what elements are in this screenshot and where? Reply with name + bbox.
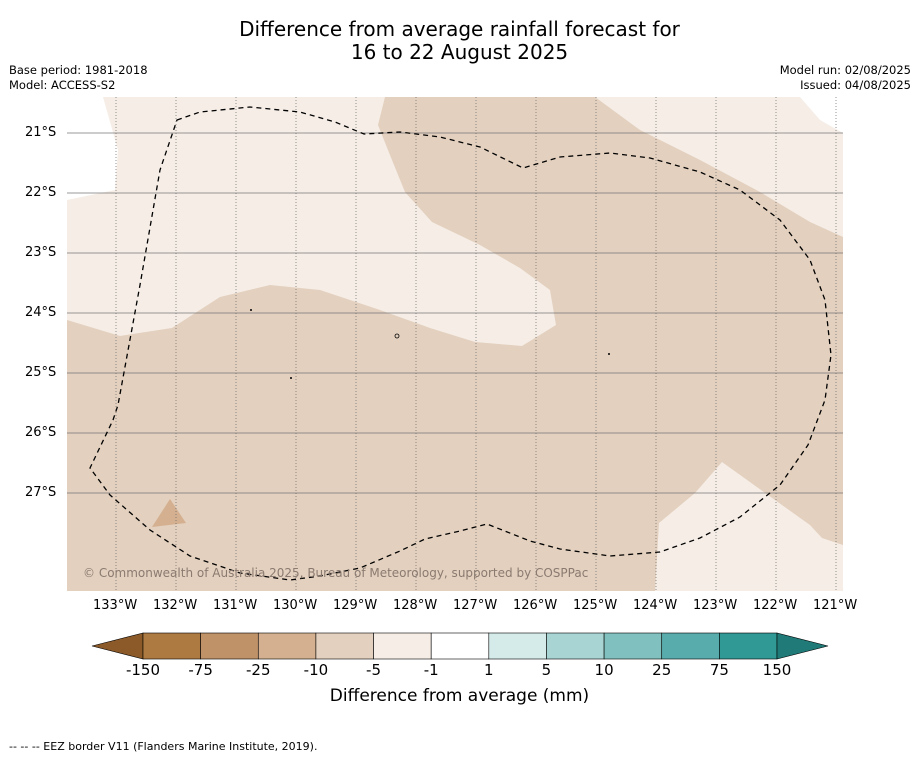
white-corner-area: [800, 97, 843, 133]
colorbar-over-arrow: [776, 632, 829, 660]
colorbar-tick-label: 1: [484, 661, 494, 679]
colorbar-tick-label: -25: [246, 661, 271, 679]
island-marker: [290, 377, 292, 379]
colorbar-segment: [546, 632, 605, 660]
colorbar-tick-label: 75: [709, 661, 729, 679]
model-text: Model: ACCESS-S2: [9, 78, 116, 92]
title-line-2: 16 to 22 August 2025: [350, 40, 569, 64]
eez-border: [89, 106, 832, 581]
lon-tick-label: 127°W: [453, 598, 498, 613]
metadata-right: Model run: 02/08/2025 Issued: 04/08/2025: [780, 63, 911, 93]
colorbar-segment: [603, 632, 663, 660]
colorbar-tick-label: -75: [188, 661, 213, 679]
colorbar-tick-label: -1: [423, 661, 439, 679]
lon-tick-label: 124°W: [633, 598, 678, 613]
colorbar-tick-label: 5: [541, 661, 552, 679]
colorbar-segment: [488, 632, 547, 660]
colorbar-tick-label: -5: [366, 661, 382, 679]
lat-tick-label: 25°S: [25, 365, 57, 380]
copyright-text: © Commonwealth of Australia 2025, Bureau…: [83, 566, 588, 580]
colorbar: [91, 632, 829, 660]
lon-tick-label: 131°W: [213, 598, 258, 613]
colorbar-segment: [257, 632, 317, 660]
island-marker: [394, 333, 400, 339]
lon-tick-label: 125°W: [573, 598, 618, 613]
lon-tick-label: 128°W: [393, 598, 438, 613]
colorbar-tick-label: -10: [303, 661, 329, 679]
colorbar-segment: [200, 632, 259, 660]
lon-tick-label: 133°W: [93, 598, 138, 613]
lat-tick-label: 24°S: [25, 305, 57, 320]
metadata-left: Base period: 1981-2018 Model: ACCESS-S2: [9, 63, 148, 93]
eez-footnote: -- -- -- EEZ border V11 (Flanders Marine…: [9, 740, 318, 753]
lat-tick-label: 23°S: [25, 245, 57, 260]
issued-text: Issued: 04/08/2025: [800, 78, 911, 92]
white-land-area: [67, 97, 118, 200]
base-period-text: Base period: 1981-2018: [9, 63, 148, 77]
lat-tick-label: 27°S: [25, 485, 57, 500]
colorbar-segment: [373, 632, 432, 660]
island-marker: [250, 309, 252, 311]
lon-tick-label: 129°W: [333, 598, 378, 613]
drier-patch: [152, 499, 186, 527]
lon-tick-label: 126°W: [513, 598, 558, 613]
lon-tick-label: 132°W: [153, 598, 198, 613]
lon-tick-label: 121°W: [813, 598, 858, 613]
colorbar-segment: [661, 632, 720, 660]
colorbar-tick-label: 25: [652, 661, 672, 679]
lon-tick-label: 123°W: [693, 598, 738, 613]
map-title: Difference from average rainfall forecas…: [0, 18, 919, 64]
light-dry-region-southeast: [655, 462, 843, 591]
title-line-1: Difference from average rainfall forecas…: [239, 17, 680, 41]
colorbar-segment: [142, 632, 201, 660]
lon-tick-label: 122°W: [753, 598, 798, 613]
lat-tick-label: 21°S: [25, 125, 57, 140]
colorbar-title: Difference from average (mm): [329, 686, 590, 706]
colorbar-segment: [315, 632, 374, 660]
colorbar-tick-label: 10: [594, 661, 614, 679]
colorbar-segment: [719, 632, 778, 660]
colorbar-tick-label: 150: [762, 661, 792, 679]
light-dry-region-northwest: [67, 97, 556, 346]
model-run-text: Model run: 02/08/2025: [779, 63, 911, 77]
map-gridlines: [67, 97, 843, 591]
light-dry-region-northeast: [595, 97, 843, 237]
lat-tick-label: 26°S: [25, 425, 57, 440]
lon-tick-label: 130°W: [273, 598, 318, 613]
colorbar-under-arrow: [91, 632, 144, 660]
island-marker: [608, 353, 610, 355]
colorbar-segment: [430, 632, 490, 660]
colorbar-tick-label: -150: [125, 661, 161, 679]
lat-tick-label: 22°S: [25, 185, 57, 200]
